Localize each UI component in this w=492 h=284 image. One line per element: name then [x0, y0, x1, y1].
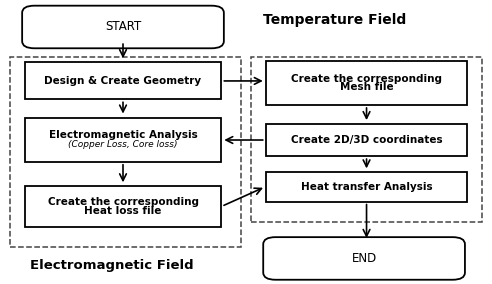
Text: Create the corresponding: Create the corresponding — [48, 197, 198, 207]
Text: START: START — [105, 20, 141, 34]
Bar — [10, 57, 241, 247]
Text: Temperature Field: Temperature Field — [263, 13, 406, 27]
Text: Electromagnetic Analysis: Electromagnetic Analysis — [49, 130, 197, 141]
FancyBboxPatch shape — [266, 124, 467, 156]
Text: Create the corresponding: Create the corresponding — [291, 74, 442, 84]
Text: Heat transfer Analysis: Heat transfer Analysis — [301, 182, 432, 192]
Text: Mesh file: Mesh file — [340, 82, 393, 93]
Text: Heat loss file: Heat loss file — [84, 206, 162, 216]
Bar — [251, 57, 482, 222]
Text: Design & Create Geometry: Design & Create Geometry — [44, 76, 202, 86]
FancyBboxPatch shape — [25, 62, 221, 99]
Text: Electromagnetic Field: Electromagnetic Field — [30, 259, 193, 272]
FancyBboxPatch shape — [22, 6, 224, 48]
FancyBboxPatch shape — [266, 61, 467, 105]
Text: (Copper Loss, Core loss): (Copper Loss, Core loss) — [68, 140, 178, 149]
FancyBboxPatch shape — [266, 172, 467, 202]
Text: Create 2D/3D coordinates: Create 2D/3D coordinates — [291, 135, 442, 145]
FancyBboxPatch shape — [263, 237, 465, 280]
Text: END: END — [351, 252, 377, 265]
FancyBboxPatch shape — [25, 118, 221, 162]
FancyBboxPatch shape — [25, 186, 221, 227]
